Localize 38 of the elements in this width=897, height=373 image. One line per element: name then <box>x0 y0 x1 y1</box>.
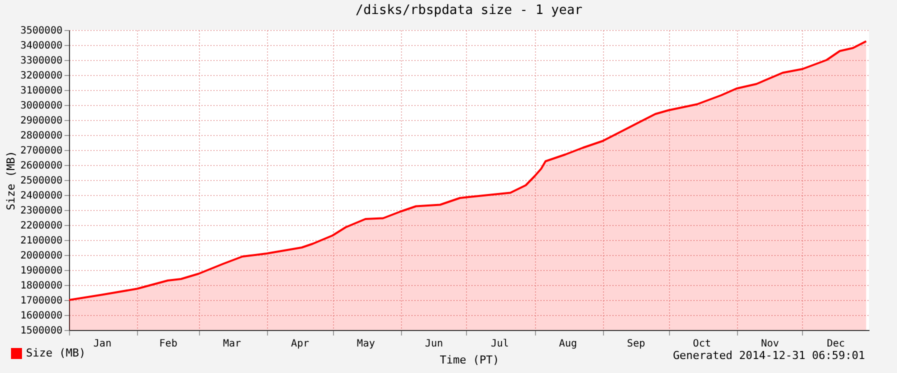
x-tick-label: May <box>356 338 375 350</box>
y-tick-label: 1500000 <box>20 326 62 336</box>
y-tick-label: 3100000 <box>20 86 62 96</box>
y-tick-label: 2500000 <box>20 176 62 186</box>
x-tick-label: Jun <box>425 338 444 350</box>
x-tick-label: Aug <box>558 338 578 350</box>
x-axis-title: Time (PT) <box>440 354 500 366</box>
y-tick-label: 2600000 <box>20 160 62 172</box>
x-tick-label: Apr <box>291 338 310 350</box>
y-tick-label: 3000000 <box>20 100 62 112</box>
x-tick-label: Oct <box>692 338 711 350</box>
y-tick-label: 1600000 <box>20 310 62 322</box>
y-tick-label: 3400000 <box>20 40 62 52</box>
y-tick-label: 3300000 <box>20 56 62 66</box>
x-tick-label: Jul <box>490 338 509 350</box>
y-tick-label: 2300000 <box>20 206 62 216</box>
y-tick-label: 2200000 <box>20 220 62 232</box>
y-axis-title: Size (MB) <box>4 150 18 210</box>
y-tick-label: 1800000 <box>20 280 62 292</box>
y-tick-label: 2000000 <box>20 250 62 262</box>
x-tick-label: Nov <box>761 338 780 350</box>
x-tick-label: Mar <box>222 338 242 350</box>
y-tick-label: 3500000 <box>20 26 62 36</box>
y-tick-label: 1700000 <box>20 296 62 306</box>
y-tick-label: 2400000 <box>20 190 62 202</box>
text: Generated 2014-12-31 06:59:01 <box>672 349 865 362</box>
legend-label: Size (MB) <box>26 346 86 360</box>
y-tick-label: 1900000 <box>20 266 62 276</box>
y-tick-label: 3200000 <box>20 70 62 82</box>
y-tick-label: 2900000 <box>20 116 62 126</box>
y-tick-label: 2100000 <box>20 236 62 246</box>
chart-title: /disks/rbspdata size - 1 year <box>356 3 583 18</box>
x-tick-label: Jan <box>93 338 112 350</box>
y-tick-label: 2800000 <box>20 130 62 142</box>
x-tick-label: Feb <box>159 338 178 350</box>
x-tick-label: Dec <box>826 338 845 350</box>
y-tick-label: 2700000 <box>20 146 62 156</box>
x-tick-label: Sep <box>627 338 646 350</box>
